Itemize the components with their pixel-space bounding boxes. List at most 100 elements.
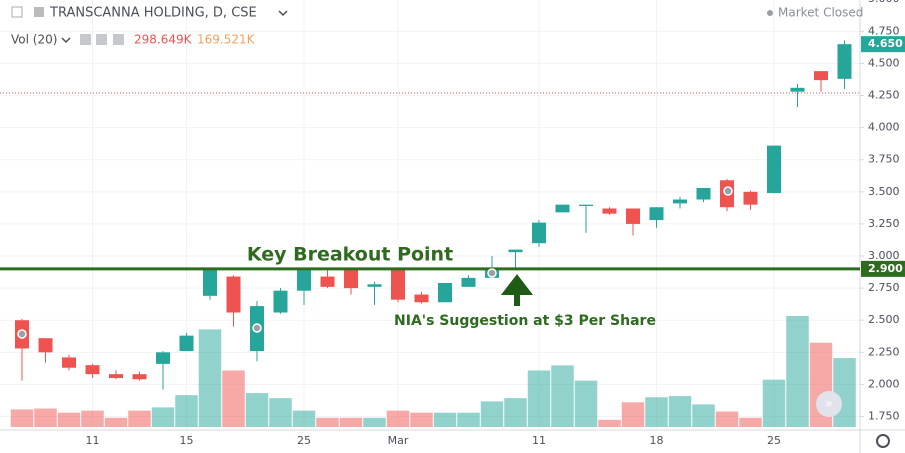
volume-bar (645, 397, 668, 427)
symbol-title[interactable]: TRANSCANNA HOLDING, D, CSE (49, 6, 257, 21)
candle-body (767, 145, 781, 194)
volume-bar (292, 410, 316, 427)
x-tick-label: 18 (650, 434, 664, 447)
x-tick-label: 15 (180, 434, 194, 447)
candle-body (344, 268, 358, 289)
volume-bar (363, 417, 386, 427)
candle-body (696, 187, 711, 200)
candle-body (226, 276, 241, 313)
y-tick-label: 5.000 (868, 0, 900, 5)
close-icon[interactable] (113, 34, 124, 45)
volume-bar (10, 409, 34, 427)
candle-body (179, 335, 194, 352)
volume-bar (574, 380, 598, 427)
x-tick-label: 25 (767, 434, 781, 447)
volume-bar (504, 398, 527, 427)
volume-bar (621, 402, 645, 427)
candle-body (109, 374, 123, 378)
x-tick-label: 11 (86, 434, 100, 447)
volume-bar (410, 412, 433, 427)
volume-bar (175, 395, 198, 427)
y-tick-label: 4.750 (868, 24, 900, 37)
volume-layer (10, 316, 856, 427)
price-label-box (861, 260, 905, 277)
candle-body (626, 208, 640, 224)
y-tick-label: 3.250 (868, 217, 900, 230)
volume-bar (551, 365, 574, 427)
candle-body (814, 71, 828, 81)
volume-bar (433, 412, 457, 427)
volume-ma: 169.521K (197, 33, 256, 47)
candle-body (38, 338, 53, 353)
status-dot (767, 10, 773, 16)
volume-bar (104, 417, 128, 427)
volume-bar (786, 316, 809, 427)
volume-bar (128, 410, 151, 427)
settings-gear[interactable] (876, 434, 890, 448)
checkbox[interactable] (11, 6, 23, 18)
candle-body (297, 268, 311, 291)
candle-body (391, 268, 405, 300)
candle-body (438, 282, 452, 303)
volume-bar (57, 412, 81, 427)
volume-bar (245, 393, 269, 427)
volume-bar (833, 358, 856, 427)
y-tick-label: 4.250 (868, 89, 900, 102)
candle-body (414, 294, 429, 303)
dropdown[interactable] (278, 10, 288, 17)
price-label: 2.900 (868, 262, 903, 275)
candle-body (273, 290, 288, 313)
volume-bar (480, 401, 504, 427)
scroll-icon[interactable]: » (825, 397, 833, 412)
candle-body (508, 249, 523, 253)
y-tick-label: 4.500 (868, 56, 900, 69)
settings-icon[interactable] (96, 34, 107, 45)
last-price-label: 4.650 (868, 37, 903, 50)
volume-bar (715, 411, 739, 427)
y-tick-label: 1.750 (868, 410, 900, 423)
annotation: Key Breakout Point (247, 244, 453, 266)
candle-body (85, 365, 100, 375)
volume-bar (457, 412, 480, 427)
volume-title[interactable]: Vol (20) (11, 33, 57, 47)
candle-body (555, 204, 570, 213)
overlay: 2.900 4.650 (0, 36, 905, 277)
y-tick-label: 3.000 (868, 249, 900, 262)
volume-bar (316, 417, 339, 427)
volume-bar (81, 410, 104, 427)
volume-bar (668, 396, 692, 427)
y-tick-label: 2.250 (868, 345, 900, 358)
scroll-button[interactable] (816, 391, 842, 417)
y-tick-label: 2.750 (868, 281, 900, 294)
candle-layer (15, 40, 852, 390)
y-tick-label: 3.500 (868, 185, 900, 198)
volume-bar (269, 398, 292, 427)
candle-body (132, 374, 147, 380)
eye-icon[interactable] (80, 34, 91, 45)
candle-body (367, 284, 382, 287)
event-marker (723, 186, 733, 196)
dropdown[interactable] (61, 37, 71, 44)
event-marker (487, 268, 497, 278)
volume-bar (151, 407, 175, 427)
volume-bar (386, 410, 410, 427)
market-status: Market Closed (778, 6, 863, 20)
annotation: NIA's Suggestion at $3 Per Share (394, 313, 656, 329)
volume-bar (198, 329, 222, 427)
volume-bar (739, 417, 762, 427)
volume-bar (762, 379, 786, 427)
candle-body (673, 199, 687, 204)
y-tick-label: 3.750 (868, 153, 900, 166)
y-tick-label: 2.000 (868, 377, 900, 390)
candle-body (602, 208, 617, 214)
volume-bar (527, 370, 551, 427)
icon (34, 7, 44, 17)
y-tick-label: 4.000 (868, 121, 900, 134)
volume-bar (339, 417, 363, 427)
candle-body (532, 222, 546, 244)
volume-bar (34, 408, 57, 427)
x-tick-label: 25 (297, 434, 311, 447)
